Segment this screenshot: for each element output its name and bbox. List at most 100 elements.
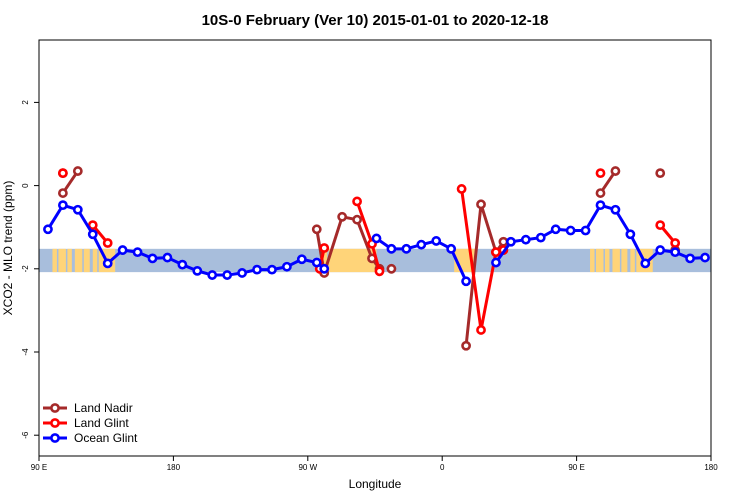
ocean-glint-point xyxy=(565,225,576,236)
land-glint-point xyxy=(102,238,113,248)
ocean-glint-point xyxy=(207,270,218,280)
ocean-glint-point xyxy=(43,224,53,235)
ocean-glint-point xyxy=(595,200,606,211)
y-tick-label: 2 xyxy=(21,100,30,105)
land-nadir-point xyxy=(610,166,621,176)
ocean-glint-point xyxy=(431,236,442,246)
series-ocean-glint xyxy=(43,200,710,287)
land-glint-point xyxy=(319,243,330,253)
ocean-glint-point xyxy=(401,243,412,254)
land-area xyxy=(321,248,328,273)
land-area xyxy=(74,248,83,273)
land-glint-point xyxy=(595,168,606,179)
land-area xyxy=(92,248,98,273)
land-nadir-point xyxy=(655,168,666,179)
ocean-glint-point xyxy=(252,264,262,275)
legend-swatch-marker xyxy=(50,403,60,413)
land-area xyxy=(630,248,635,273)
ocean-glint-point xyxy=(416,239,427,250)
legend-label: Land Nadir xyxy=(74,401,133,415)
land-nadir-point xyxy=(311,224,322,235)
land-nadir-point xyxy=(57,188,68,198)
x-tick-label: 180 xyxy=(704,463,718,472)
ocean-glint-point xyxy=(580,225,591,236)
land-nadir-point xyxy=(476,199,486,210)
land-nadir-point xyxy=(595,188,606,198)
ocean-glint-point xyxy=(386,243,397,254)
land-glint-point xyxy=(655,220,666,231)
y-tick-label: 0 xyxy=(21,183,30,188)
ocean-glint-point xyxy=(610,204,621,215)
ocean-glint-point xyxy=(655,245,666,255)
ocean-glint-point xyxy=(162,252,173,263)
land-glint-point xyxy=(57,168,68,179)
legend-item-ocean-glint: Ocean Glint xyxy=(43,431,138,445)
land-nadir-point xyxy=(461,340,471,351)
ocean-glint-point xyxy=(670,247,681,258)
ocean-glint-point xyxy=(461,276,471,287)
ocean-glint-point xyxy=(72,204,83,215)
legend-item-land-glint: Land Glint xyxy=(43,416,129,430)
ocean-glint-point xyxy=(625,229,636,240)
land-area xyxy=(52,248,57,273)
ocean-glint-point xyxy=(491,257,501,268)
x-tick-label: 90 E xyxy=(568,463,584,472)
ocean-glint-point xyxy=(132,247,143,258)
land-area xyxy=(596,248,604,273)
ocean-glint-point xyxy=(117,245,128,255)
land-glint-point xyxy=(87,220,98,231)
land-nadir-point xyxy=(72,166,83,176)
land-glint-point xyxy=(476,325,486,335)
y-tick-label: -2 xyxy=(21,265,30,273)
ocean-glint-point xyxy=(640,258,651,269)
y-tick-label: -4 xyxy=(21,348,30,356)
legend-label: Ocean Glint xyxy=(74,431,138,445)
land-glint-point xyxy=(456,184,467,194)
ocean-glint-point xyxy=(550,224,561,235)
land-area xyxy=(83,248,90,273)
legend-swatch-marker xyxy=(50,433,60,443)
chart-title: 10S-0 February (Ver 10) 2015-01-01 to 20… xyxy=(202,12,549,29)
ocean-glint-point xyxy=(267,264,277,275)
y-tick-label: -6 xyxy=(21,431,30,439)
land-nadir-point xyxy=(386,263,397,274)
land-nadir-line xyxy=(464,202,505,346)
ocean-glint-point xyxy=(371,233,382,244)
land-area xyxy=(67,248,72,273)
land-nadir-point xyxy=(337,211,348,222)
ocean-glint-point xyxy=(311,257,322,268)
ocean-glint-point xyxy=(319,263,330,274)
series-layer xyxy=(43,166,710,351)
land-glint-point xyxy=(352,196,362,207)
land-area xyxy=(612,248,620,273)
ocean-glint-point xyxy=(177,259,188,270)
ocean-glint-point xyxy=(192,265,203,276)
ocean-glint-point xyxy=(446,243,457,254)
series-land-nadir xyxy=(57,166,681,351)
ocean-glint-point xyxy=(87,229,98,240)
land-glint-point xyxy=(374,266,385,277)
y-axis-label: XCO2 - MLO trend (ppm) xyxy=(1,181,15,316)
ocean-glint-point xyxy=(147,253,158,264)
legend-swatch-marker xyxy=(50,418,60,428)
land-glint-point xyxy=(670,238,681,248)
x-axis-label: Longitude xyxy=(349,477,402,491)
ocean-glint-point xyxy=(281,261,292,272)
x-tick-label: 180 xyxy=(167,463,181,472)
land-area xyxy=(590,248,595,273)
land-area xyxy=(621,248,628,273)
land-nadir-point xyxy=(352,214,362,225)
land-area xyxy=(328,248,377,273)
ocean-glint-point xyxy=(700,252,710,263)
ocean-glint-point xyxy=(685,253,695,264)
land-area xyxy=(58,248,66,273)
x-tick-label: 90 W xyxy=(298,463,317,472)
land-nadir-point xyxy=(498,236,509,247)
x-tick-label: 90 E xyxy=(31,463,47,472)
ocean-glint-point xyxy=(505,236,516,247)
ocean-glint-point xyxy=(237,268,247,278)
ocean-glint-point xyxy=(535,232,546,243)
land-area xyxy=(604,248,610,273)
